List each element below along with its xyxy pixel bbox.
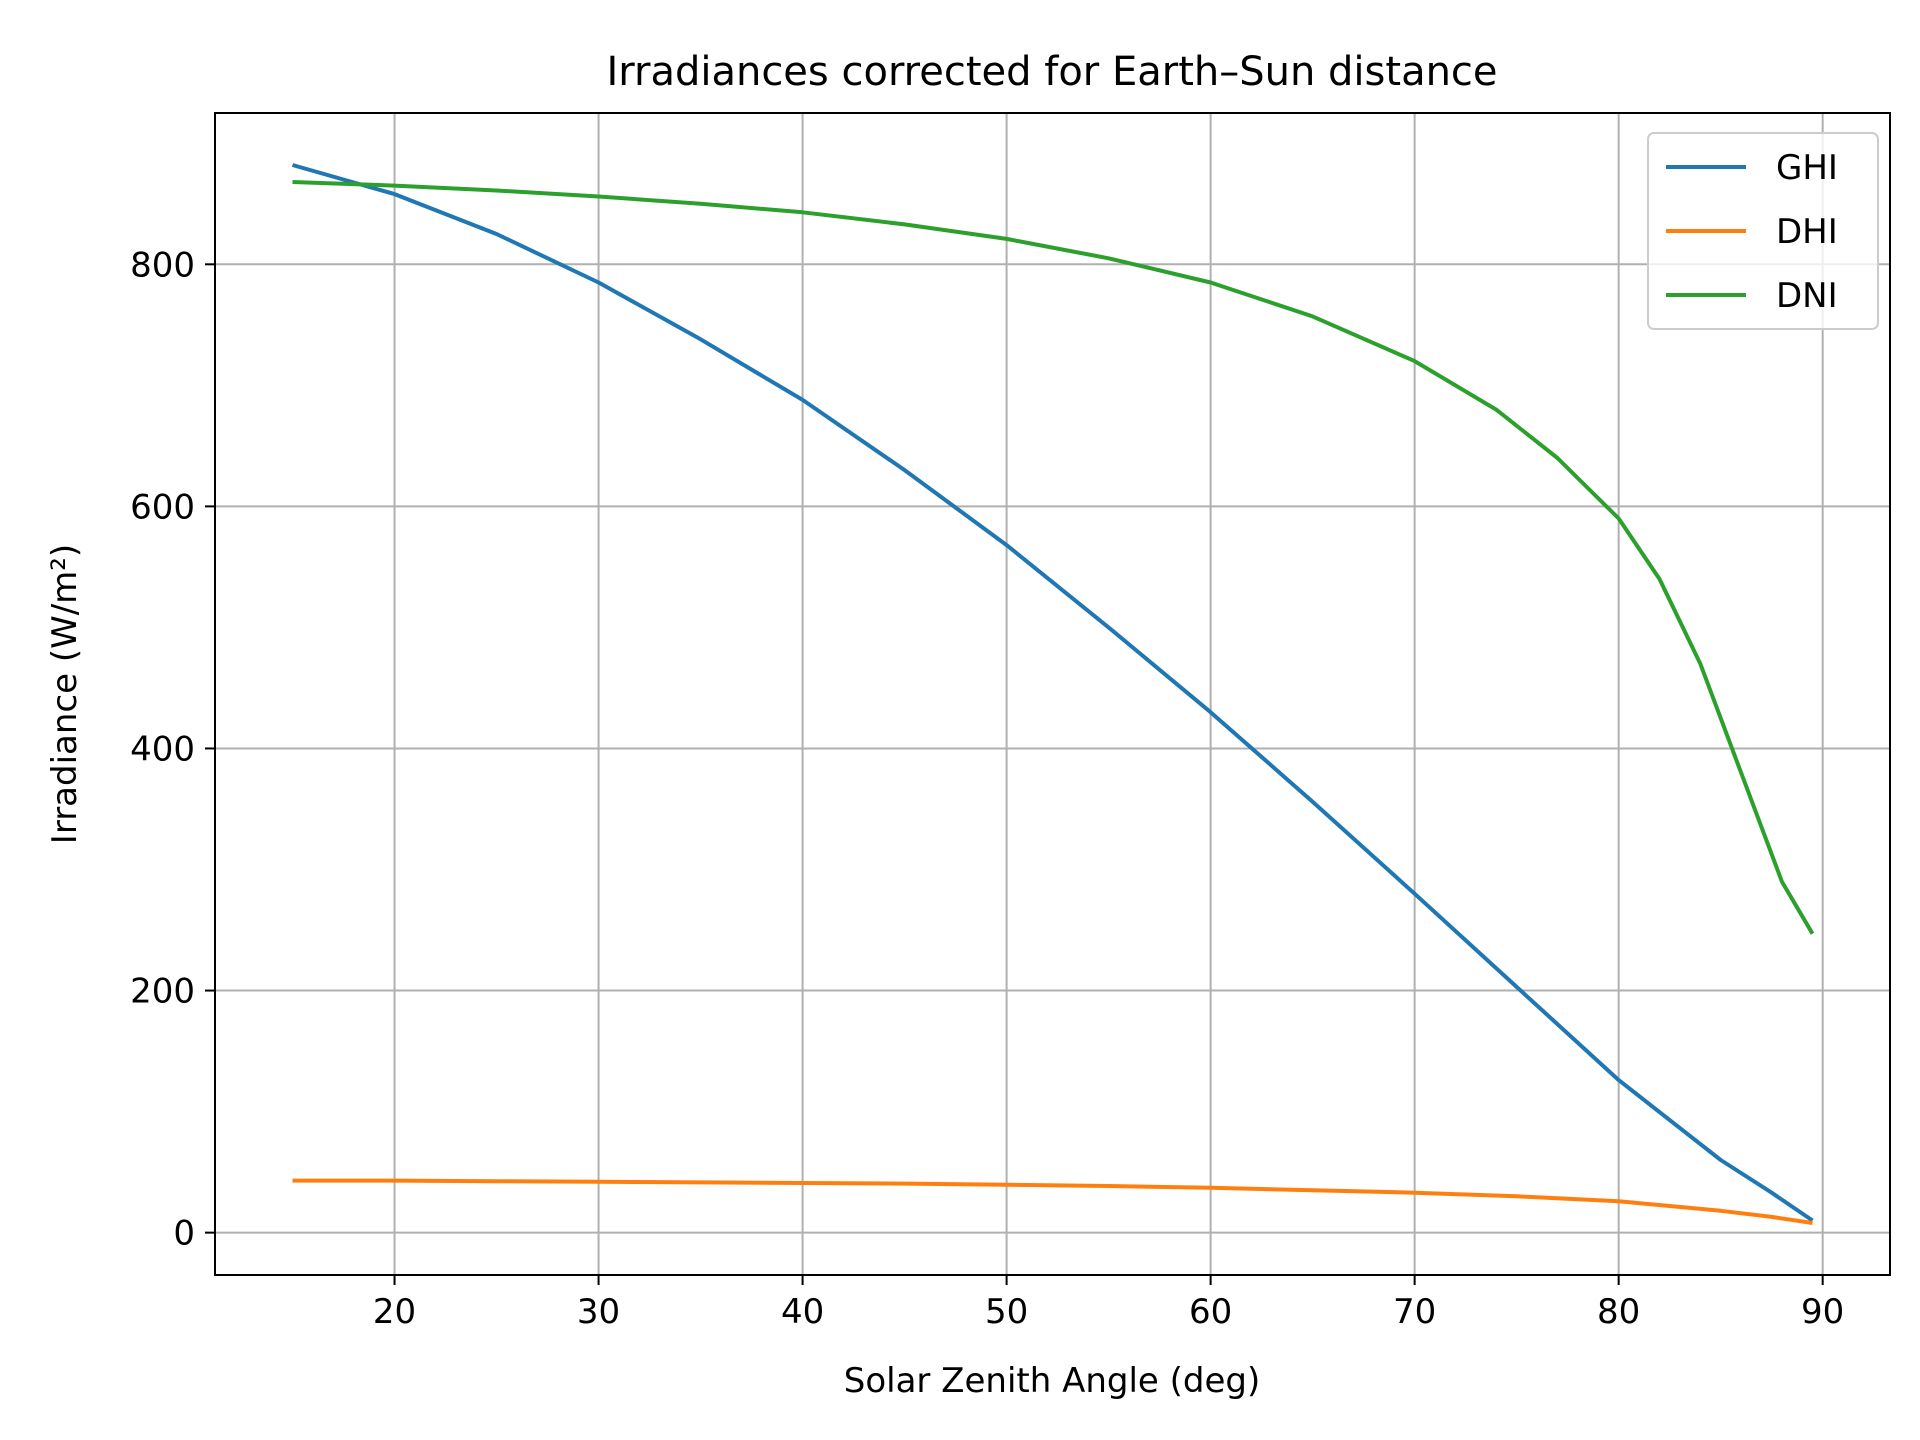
plot-frame xyxy=(214,112,1891,1276)
series-line-dni xyxy=(292,180,1815,935)
series-line-ghi xyxy=(291,163,1814,1223)
x-axis-label: Solar Zenith Angle (deg) xyxy=(844,1361,1261,1401)
x-axis-ticks: 20 30 40 50 60 70 80 90 xyxy=(373,1275,1844,1332)
legend-box xyxy=(1647,132,1879,330)
y-axis-ticks: 0 200 400 600 800 xyxy=(130,245,215,1254)
x-tick-label: 60 xyxy=(1189,1292,1232,1332)
y-tick-label: 800 xyxy=(130,245,195,285)
y-tick-label: 600 xyxy=(130,487,195,527)
legend-label-dni: DNI xyxy=(1776,276,1838,316)
y-axis-label: Irradiance (W/m²) xyxy=(45,544,85,844)
y-tick-label: 400 xyxy=(130,729,195,769)
x-tick-label: 70 xyxy=(1393,1292,1436,1332)
legend-label-ghi: GHI xyxy=(1776,148,1838,188)
y-tick-label: 0 xyxy=(173,1214,195,1254)
y-tick-label: 200 xyxy=(130,972,195,1012)
series-line-dhi xyxy=(292,1178,1813,1225)
x-tick-label: 30 xyxy=(577,1292,620,1332)
legend-label-dhi: DHI xyxy=(1776,212,1838,252)
series-lines xyxy=(291,163,1815,1225)
chart-title: Irradiances corrected for Earth–Sun dist… xyxy=(606,49,1497,95)
x-tick-label: 50 xyxy=(985,1292,1028,1332)
x-tick-label: 80 xyxy=(1597,1292,1640,1332)
x-tick-label: 90 xyxy=(1801,1292,1844,1332)
legend: GHI DHI DNI xyxy=(1647,132,1879,330)
x-tick-label: 40 xyxy=(781,1292,824,1332)
x-tick-label: 20 xyxy=(373,1292,416,1332)
grid xyxy=(215,113,1890,1275)
